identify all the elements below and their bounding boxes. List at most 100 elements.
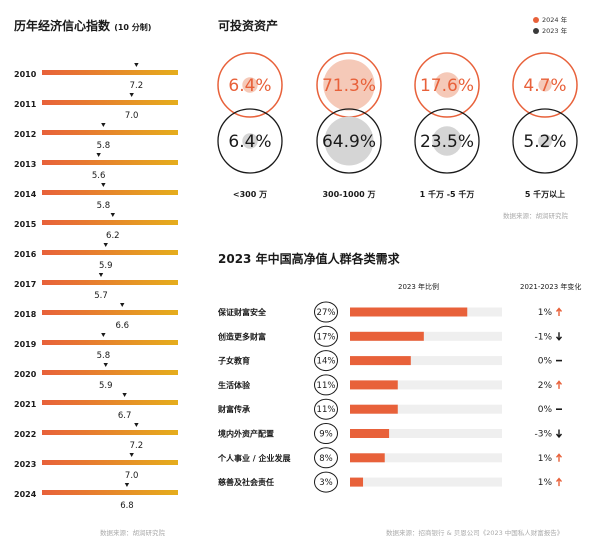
confidence-value-label: 6.6 xyxy=(115,321,129,331)
confidence-value-label: 7.2 xyxy=(130,81,144,91)
needs-col-ratio: 2023 年比例 xyxy=(398,283,440,291)
confidence-value-label: 5.8 xyxy=(97,141,111,151)
confidence-bar xyxy=(42,70,178,75)
confidence-year-label: 2020 xyxy=(14,370,37,379)
confidence-marker xyxy=(96,153,101,157)
confidence-bar xyxy=(42,160,178,165)
needs-bar xyxy=(350,356,411,366)
needs-value-circle xyxy=(314,447,338,469)
confidence-marker xyxy=(98,273,104,277)
confidence-bar xyxy=(42,280,178,285)
confidence-marker xyxy=(120,303,125,307)
assets-2023-ring xyxy=(316,108,382,174)
confidence-value-label: 7.2 xyxy=(130,441,144,451)
needs-value-label: 14% xyxy=(317,357,336,367)
assets-2024-value: 4.7% xyxy=(523,76,566,96)
confidence-bar xyxy=(42,430,178,435)
needs-value-label: 11% xyxy=(317,405,336,415)
assets-2023-value: 6.4% xyxy=(228,132,271,152)
needs-category-label: 子女教育 xyxy=(218,356,250,366)
assets-2023-fill xyxy=(432,126,462,156)
assets-chart: 6.4% 6.4% <300 万 71.3% 64.9% 300-1000 万 17.6% 2… xyxy=(217,52,578,199)
legend-swatch-2023 xyxy=(533,28,539,34)
needs-value-label: 8% xyxy=(319,454,333,464)
assets-2023-fill xyxy=(324,116,374,166)
legend-item-2023: 2023 年 xyxy=(533,26,567,37)
assets-2024-fill xyxy=(242,77,258,93)
needs-bar xyxy=(350,429,390,438)
assets-2023-fill xyxy=(538,134,552,148)
confidence-year-label: 2018 xyxy=(14,310,37,319)
needs-bar xyxy=(350,380,398,390)
arrow-up-icon xyxy=(555,307,563,316)
needs-change-label: -1% xyxy=(534,332,552,342)
confidence-title-text: 历年经济信心指数 xyxy=(14,19,111,33)
confidence-year-label: 2012 xyxy=(14,130,36,139)
needs-bar xyxy=(350,477,364,487)
needs-category-label: 生活体验 xyxy=(218,380,251,390)
legend-item-2024: 2024 年 xyxy=(533,15,567,26)
needs-value-circle xyxy=(314,325,338,347)
assets-2024-fill xyxy=(538,78,552,92)
confidence-marker xyxy=(103,363,108,367)
legend-label-2024: 2024 年 xyxy=(542,16,568,24)
assets-2023-fill xyxy=(242,133,258,149)
needs-bar xyxy=(350,331,424,341)
confidence-marker xyxy=(122,393,127,397)
assets-2023-value: 64.9% xyxy=(322,132,376,152)
confidence-year-label: 2022 xyxy=(14,430,36,439)
confidence-marker xyxy=(110,213,115,217)
confidence-value-label: 5.9 xyxy=(99,261,113,271)
needs-change-label: -3% xyxy=(534,430,552,440)
confidence-title: 历年经济信心指数 (10 分制) xyxy=(14,17,151,34)
arrow-up-icon xyxy=(555,380,563,389)
needs-bar-track xyxy=(350,356,502,366)
assets-2023-ring xyxy=(217,108,283,174)
needs-bar xyxy=(350,307,468,317)
needs-bar-track xyxy=(350,331,502,341)
needs-value-circle xyxy=(314,471,338,493)
needs-value-label: 11% xyxy=(317,381,336,391)
needs-value-label: 27% xyxy=(317,308,336,318)
confidence-bar xyxy=(42,190,178,195)
needs-bar-track xyxy=(350,453,502,463)
assets-2023-ring xyxy=(414,108,480,174)
assets-2024-value: 6.4% xyxy=(228,76,271,96)
needs-category-label: 慈善及社会责任 xyxy=(218,477,274,487)
legend-label-2023: 2023 年 xyxy=(542,27,568,35)
needs-value-label: 17% xyxy=(317,332,336,342)
needs-change-label: 0% xyxy=(538,357,553,367)
arrow-up-icon xyxy=(555,453,563,462)
confidence-marker xyxy=(103,243,108,247)
needs-bar xyxy=(350,453,385,463)
confidence-marker xyxy=(101,183,106,187)
assets-title: 可投资资产 xyxy=(218,19,279,33)
needs-change-label: 1% xyxy=(538,454,553,464)
confidence-bar xyxy=(42,310,178,315)
assets-category-label: 1 千万 -5 千万 xyxy=(420,189,475,199)
needs-bar-track xyxy=(350,404,502,414)
confidence-bar xyxy=(42,130,178,135)
needs-change-label: 0% xyxy=(538,405,553,415)
confidence-year-label: 2014 xyxy=(14,190,37,199)
arrow-down-icon xyxy=(555,332,563,341)
needs-bar-track xyxy=(350,477,502,487)
assets-category-label: 5 千万以上 xyxy=(525,189,565,199)
confidence-value-label: 6.8 xyxy=(120,501,134,511)
assets-2024-ring xyxy=(512,52,578,118)
confidence-year-label: 2011 xyxy=(14,100,37,109)
needs-change-label: 2% xyxy=(538,381,553,391)
confidence-marker xyxy=(101,333,106,337)
needs-category-label: 个人事业 / 企业发展 xyxy=(217,453,291,463)
confidence-value-label: 5.9 xyxy=(99,381,113,391)
arrow-down-icon xyxy=(555,429,563,439)
confidence-bar xyxy=(42,100,178,105)
needs-title: 2023 年中国高净值人群各类需求 xyxy=(218,252,400,266)
assets-2023-value: 23.5% xyxy=(420,132,474,152)
confidence-bar xyxy=(42,250,178,255)
confidence-marker xyxy=(129,453,134,457)
arrow-up-icon xyxy=(555,477,563,487)
confidence-marker xyxy=(101,123,106,127)
confidence-year-label: 2021 xyxy=(14,400,37,409)
confidence-marker xyxy=(134,63,139,67)
